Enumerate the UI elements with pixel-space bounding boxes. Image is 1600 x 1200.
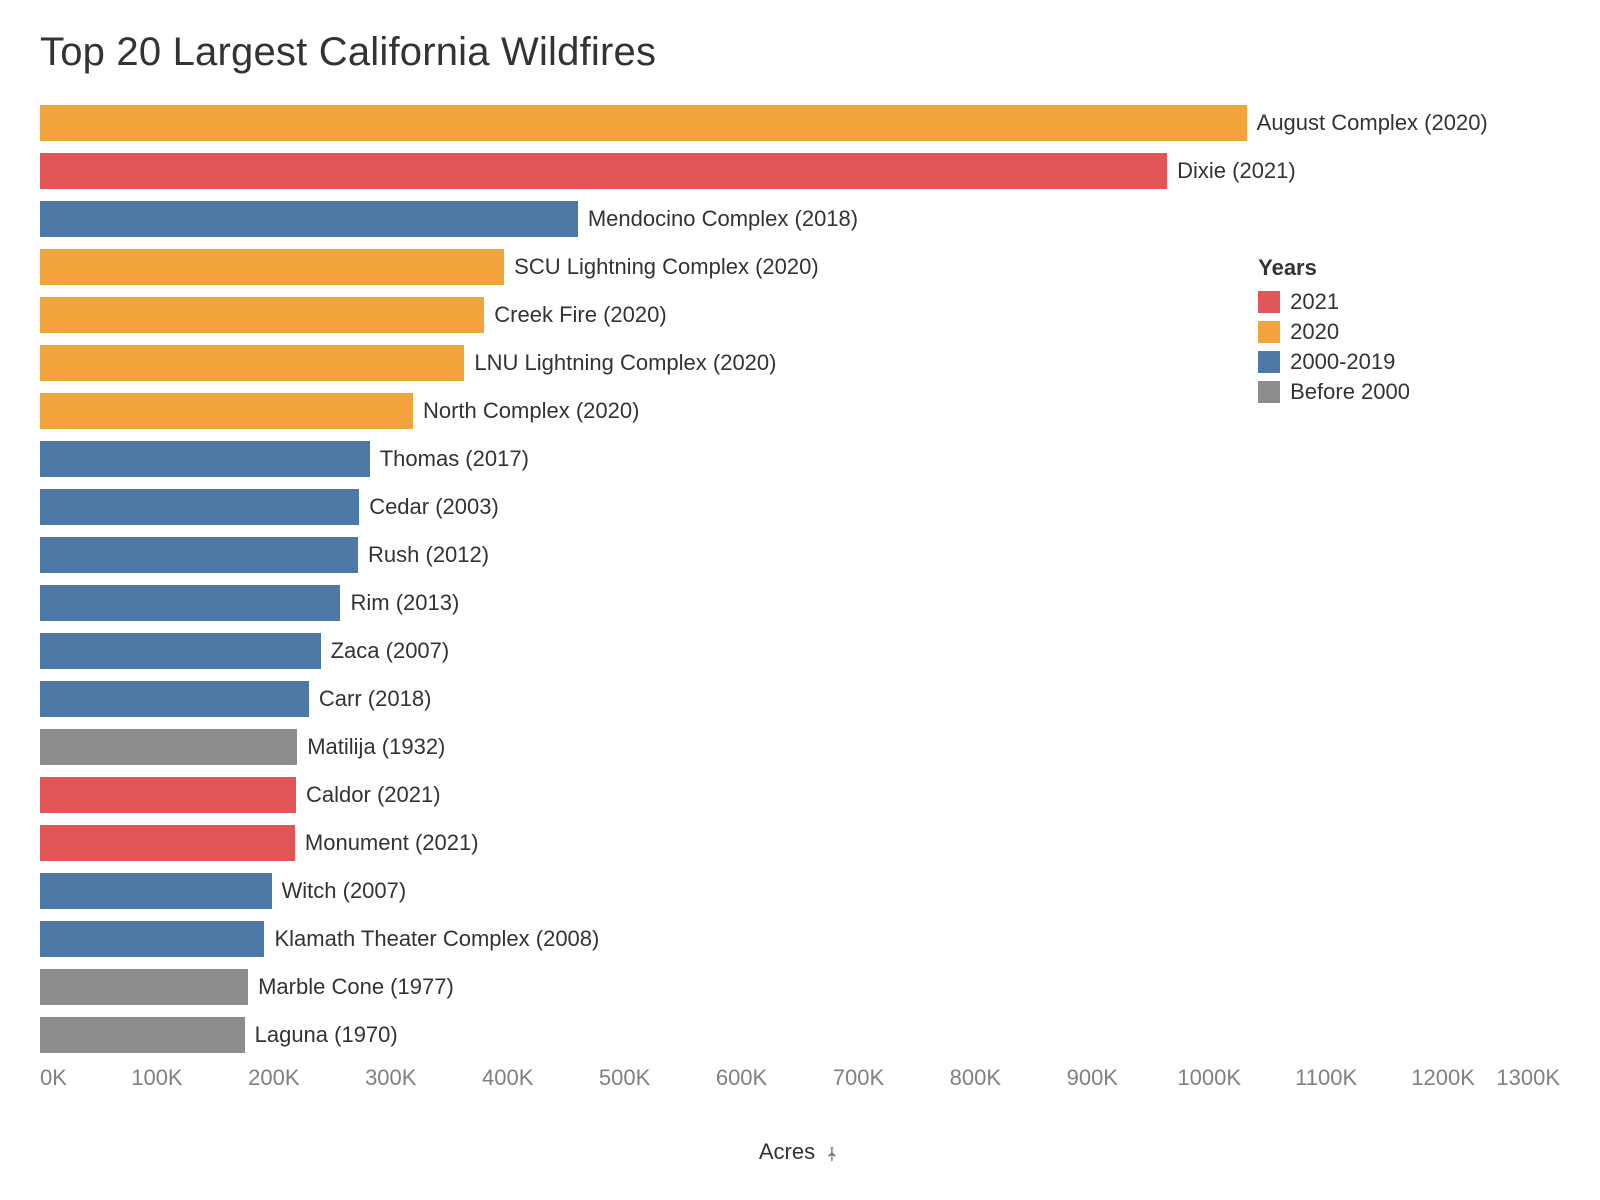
bar-label: Cedar (2003) bbox=[369, 494, 499, 520]
bar-row: Thomas (2017) bbox=[40, 441, 1560, 477]
legend-swatch bbox=[1258, 381, 1280, 403]
bar[interactable] bbox=[40, 825, 295, 861]
bar[interactable] bbox=[40, 777, 296, 813]
legend-swatch bbox=[1258, 291, 1280, 313]
legend-label: 2000-2019 bbox=[1290, 349, 1395, 375]
bar-row: Rim (2013) bbox=[40, 585, 1560, 621]
bar-label: Laguna (1970) bbox=[255, 1022, 398, 1048]
bar[interactable] bbox=[40, 873, 272, 909]
bar-label: Mendocino Complex (2018) bbox=[588, 206, 858, 232]
legend-label: Before 2000 bbox=[1290, 379, 1410, 405]
bar-row: Dixie (2021) bbox=[40, 153, 1560, 189]
legend-label: 2020 bbox=[1290, 319, 1339, 345]
x-tick: 300K bbox=[365, 1065, 416, 1091]
bar[interactable] bbox=[40, 153, 1167, 189]
bar[interactable] bbox=[40, 1017, 245, 1053]
bar-label: LNU Lightning Complex (2020) bbox=[474, 350, 776, 376]
bar-label: Thomas (2017) bbox=[380, 446, 529, 472]
legend-label: 2021 bbox=[1290, 289, 1339, 315]
bar-row: August Complex (2020) bbox=[40, 105, 1560, 141]
x-tick: 700K bbox=[833, 1065, 884, 1091]
bar[interactable] bbox=[40, 201, 578, 237]
legend-item[interactable]: 2020 bbox=[1258, 319, 1410, 345]
bar-label: North Complex (2020) bbox=[423, 398, 639, 424]
bar-label: Zaca (2007) bbox=[331, 638, 450, 664]
chart-container: Top 20 Largest California Wildfires Augu… bbox=[0, 0, 1600, 1200]
bar[interactable] bbox=[40, 585, 340, 621]
x-tick: 1300K bbox=[1496, 1065, 1560, 1091]
bar-row: Monument (2021) bbox=[40, 825, 1560, 861]
bar-label: Witch (2007) bbox=[282, 878, 407, 904]
bar-label: Rush (2012) bbox=[368, 542, 489, 568]
x-tick: 600K bbox=[716, 1065, 767, 1091]
legend-title: Years bbox=[1258, 255, 1410, 281]
bar-label: Rim (2013) bbox=[350, 590, 459, 616]
x-tick: 800K bbox=[950, 1065, 1001, 1091]
x-tick: 200K bbox=[248, 1065, 299, 1091]
bar[interactable] bbox=[40, 297, 484, 333]
bar[interactable] bbox=[40, 105, 1247, 141]
x-tick: 1200K bbox=[1411, 1065, 1475, 1091]
bar[interactable] bbox=[40, 537, 358, 573]
bar[interactable] bbox=[40, 681, 309, 717]
bar-row: Matilija (1932) bbox=[40, 729, 1560, 765]
bar[interactable] bbox=[40, 441, 370, 477]
bar-label: Creek Fire (2020) bbox=[494, 302, 666, 328]
x-tick: 0K bbox=[40, 1065, 67, 1091]
bar-label: Dixie (2021) bbox=[1177, 158, 1296, 184]
bar[interactable] bbox=[40, 249, 504, 285]
bar[interactable] bbox=[40, 345, 464, 381]
pin-icon bbox=[823, 1143, 841, 1161]
bar-row: Marble Cone (1977) bbox=[40, 969, 1560, 1005]
legend-item[interactable]: 2021 bbox=[1258, 289, 1410, 315]
legend: Years 2021 2020 2000-2019 Before 2000 bbox=[1258, 255, 1410, 409]
bar-row: Witch (2007) bbox=[40, 873, 1560, 909]
bar-row: Rush (2012) bbox=[40, 537, 1560, 573]
legend-item[interactable]: Before 2000 bbox=[1258, 379, 1410, 405]
bar[interactable] bbox=[40, 633, 321, 669]
x-tick: 900K bbox=[1067, 1065, 1118, 1091]
chart-title: Top 20 Largest California Wildfires bbox=[40, 30, 1560, 75]
bar-label: Marble Cone (1977) bbox=[258, 974, 454, 1000]
bar-row: Laguna (1970) bbox=[40, 1017, 1560, 1053]
bar-label: August Complex (2020) bbox=[1257, 110, 1488, 136]
bar-label: Monument (2021) bbox=[305, 830, 479, 856]
bar[interactable] bbox=[40, 729, 297, 765]
x-tick: 400K bbox=[482, 1065, 533, 1091]
bar[interactable] bbox=[40, 393, 413, 429]
bar-row: Carr (2018) bbox=[40, 681, 1560, 717]
plot-area: August Complex (2020) Dixie (2021) Mendoci… bbox=[40, 105, 1560, 1065]
bar[interactable] bbox=[40, 489, 359, 525]
bar-label: Carr (2018) bbox=[319, 686, 431, 712]
bar-row: Zaca (2007) bbox=[40, 633, 1560, 669]
x-tick: 1000K bbox=[1177, 1065, 1241, 1091]
bar-row: Mendocino Complex (2018) bbox=[40, 201, 1560, 237]
bar-row: Cedar (2003) bbox=[40, 489, 1560, 525]
x-tick: 100K bbox=[131, 1065, 182, 1091]
bar-row: Klamath Theater Complex (2008) bbox=[40, 921, 1560, 957]
x-tick: 1100K bbox=[1295, 1065, 1357, 1091]
x-axis-label-text: Acres bbox=[759, 1139, 815, 1165]
bar-label: Matilija (1932) bbox=[307, 734, 445, 760]
bar[interactable] bbox=[40, 969, 248, 1005]
bar-label: SCU Lightning Complex (2020) bbox=[514, 254, 819, 280]
x-axis-label: Acres bbox=[759, 1139, 841, 1165]
bar[interactable] bbox=[40, 921, 264, 957]
legend-item[interactable]: 2000-2019 bbox=[1258, 349, 1410, 375]
bars-layer: August Complex (2020) Dixie (2021) Mendoci… bbox=[40, 105, 1560, 1065]
x-tick: 500K bbox=[599, 1065, 650, 1091]
bar-label: Caldor (2021) bbox=[306, 782, 441, 808]
x-axis: 0K 100K 200K 300K 400K 500K 600K 700K 800K 900K 10… bbox=[40, 1065, 1560, 1115]
bar-row: Caldor (2021) bbox=[40, 777, 1560, 813]
legend-swatch bbox=[1258, 351, 1280, 373]
bar-label: Klamath Theater Complex (2008) bbox=[274, 926, 599, 952]
legend-swatch bbox=[1258, 321, 1280, 343]
